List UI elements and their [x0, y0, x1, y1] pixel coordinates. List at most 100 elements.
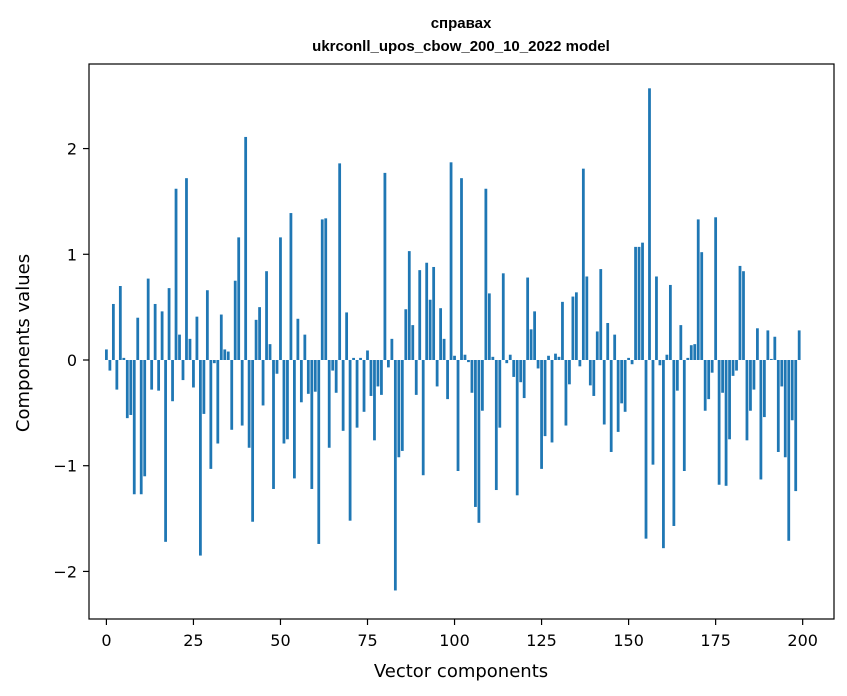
- bar: [602, 360, 606, 425]
- bar: [613, 334, 617, 360]
- bar: [153, 303, 157, 360]
- bar: [341, 360, 345, 431]
- bar: [749, 360, 752, 411]
- bar: [313, 360, 317, 392]
- bar: [707, 360, 711, 400]
- bar: [157, 360, 161, 391]
- bar: [686, 357, 690, 360]
- bar: [498, 360, 502, 428]
- bar: [219, 314, 223, 360]
- bar: [672, 360, 676, 526]
- bar: [359, 357, 362, 360]
- bar: [581, 168, 585, 360]
- bar: [289, 213, 293, 360]
- bar: [320, 219, 324, 360]
- bar: [564, 360, 568, 426]
- bar: [258, 307, 261, 360]
- x-tick-label: 50: [270, 631, 290, 650]
- bar: [380, 360, 383, 395]
- bar: [324, 218, 328, 360]
- bar: [286, 360, 289, 440]
- plot-frame: [88, 63, 835, 620]
- bar: [561, 301, 564, 360]
- bar: [331, 360, 335, 371]
- bar: [188, 338, 192, 360]
- bar: [574, 292, 578, 360]
- bar: [449, 162, 453, 360]
- bar: [474, 360, 477, 507]
- bar: [557, 356, 561, 360]
- bar: [773, 336, 777, 360]
- bar: [275, 360, 279, 374]
- bar: [648, 88, 651, 361]
- bar: [515, 360, 519, 496]
- bar: [428, 299, 432, 360]
- bar: [484, 188, 488, 360]
- bar: [261, 360, 265, 406]
- bar: [352, 357, 355, 360]
- bar: [745, 360, 749, 441]
- bar: [637, 246, 641, 360]
- bar: [762, 360, 766, 418]
- bar: [585, 276, 589, 360]
- bar: [272, 360, 275, 489]
- bar: [453, 355, 456, 360]
- bar: [334, 360, 338, 393]
- bar: [202, 360, 206, 414]
- bar: [540, 360, 543, 469]
- bar: [787, 360, 791, 541]
- bar: [251, 360, 255, 522]
- bar: [139, 360, 143, 495]
- bar: [717, 360, 721, 485]
- bar: [268, 344, 272, 360]
- bar: [442, 338, 446, 360]
- bar: [456, 360, 460, 471]
- bar: [668, 284, 672, 360]
- bar: [595, 331, 599, 360]
- bar: [223, 349, 227, 360]
- bar: [279, 237, 282, 360]
- bar: [345, 312, 349, 360]
- bar: [418, 270, 422, 360]
- bar: [293, 360, 296, 479]
- bar: [731, 360, 735, 376]
- bar: [508, 354, 512, 360]
- bar: [327, 360, 331, 448]
- bar: [536, 360, 540, 369]
- y-axis-ticks: −2 −1 0 1 2: [53, 140, 89, 581]
- bar: [693, 344, 697, 360]
- bar: [783, 360, 787, 458]
- bar: [467, 360, 470, 363]
- bar: [651, 360, 655, 465]
- bar: [115, 360, 119, 390]
- bar: [592, 360, 596, 396]
- bar: [390, 338, 394, 360]
- bar: [199, 360, 202, 556]
- y-tick-label: 2: [67, 140, 77, 159]
- bar: [487, 293, 491, 360]
- bar: [742, 271, 745, 360]
- bar: [118, 286, 122, 360]
- x-tick-label: 150: [613, 631, 644, 650]
- bar: [700, 252, 704, 360]
- bar: [178, 334, 181, 360]
- bar: [411, 325, 415, 360]
- bar: [679, 325, 683, 360]
- bar: [244, 136, 248, 360]
- bar: [446, 360, 449, 400]
- bar: [150, 360, 154, 390]
- bar: [766, 330, 770, 360]
- bar: [432, 266, 436, 360]
- bar: [721, 360, 724, 393]
- bar: [230, 360, 234, 430]
- bar: [714, 217, 718, 360]
- bar: [105, 349, 108, 360]
- bar: [387, 360, 390, 368]
- bar: [240, 360, 244, 426]
- bar: [641, 242, 644, 360]
- y-tick-label: 0: [67, 351, 77, 370]
- x-axis-ticks: 0 25 50 75 100 125 150 175 200: [101, 619, 818, 650]
- bar: [769, 358, 773, 360]
- bar: [160, 311, 164, 360]
- bar: [689, 345, 693, 360]
